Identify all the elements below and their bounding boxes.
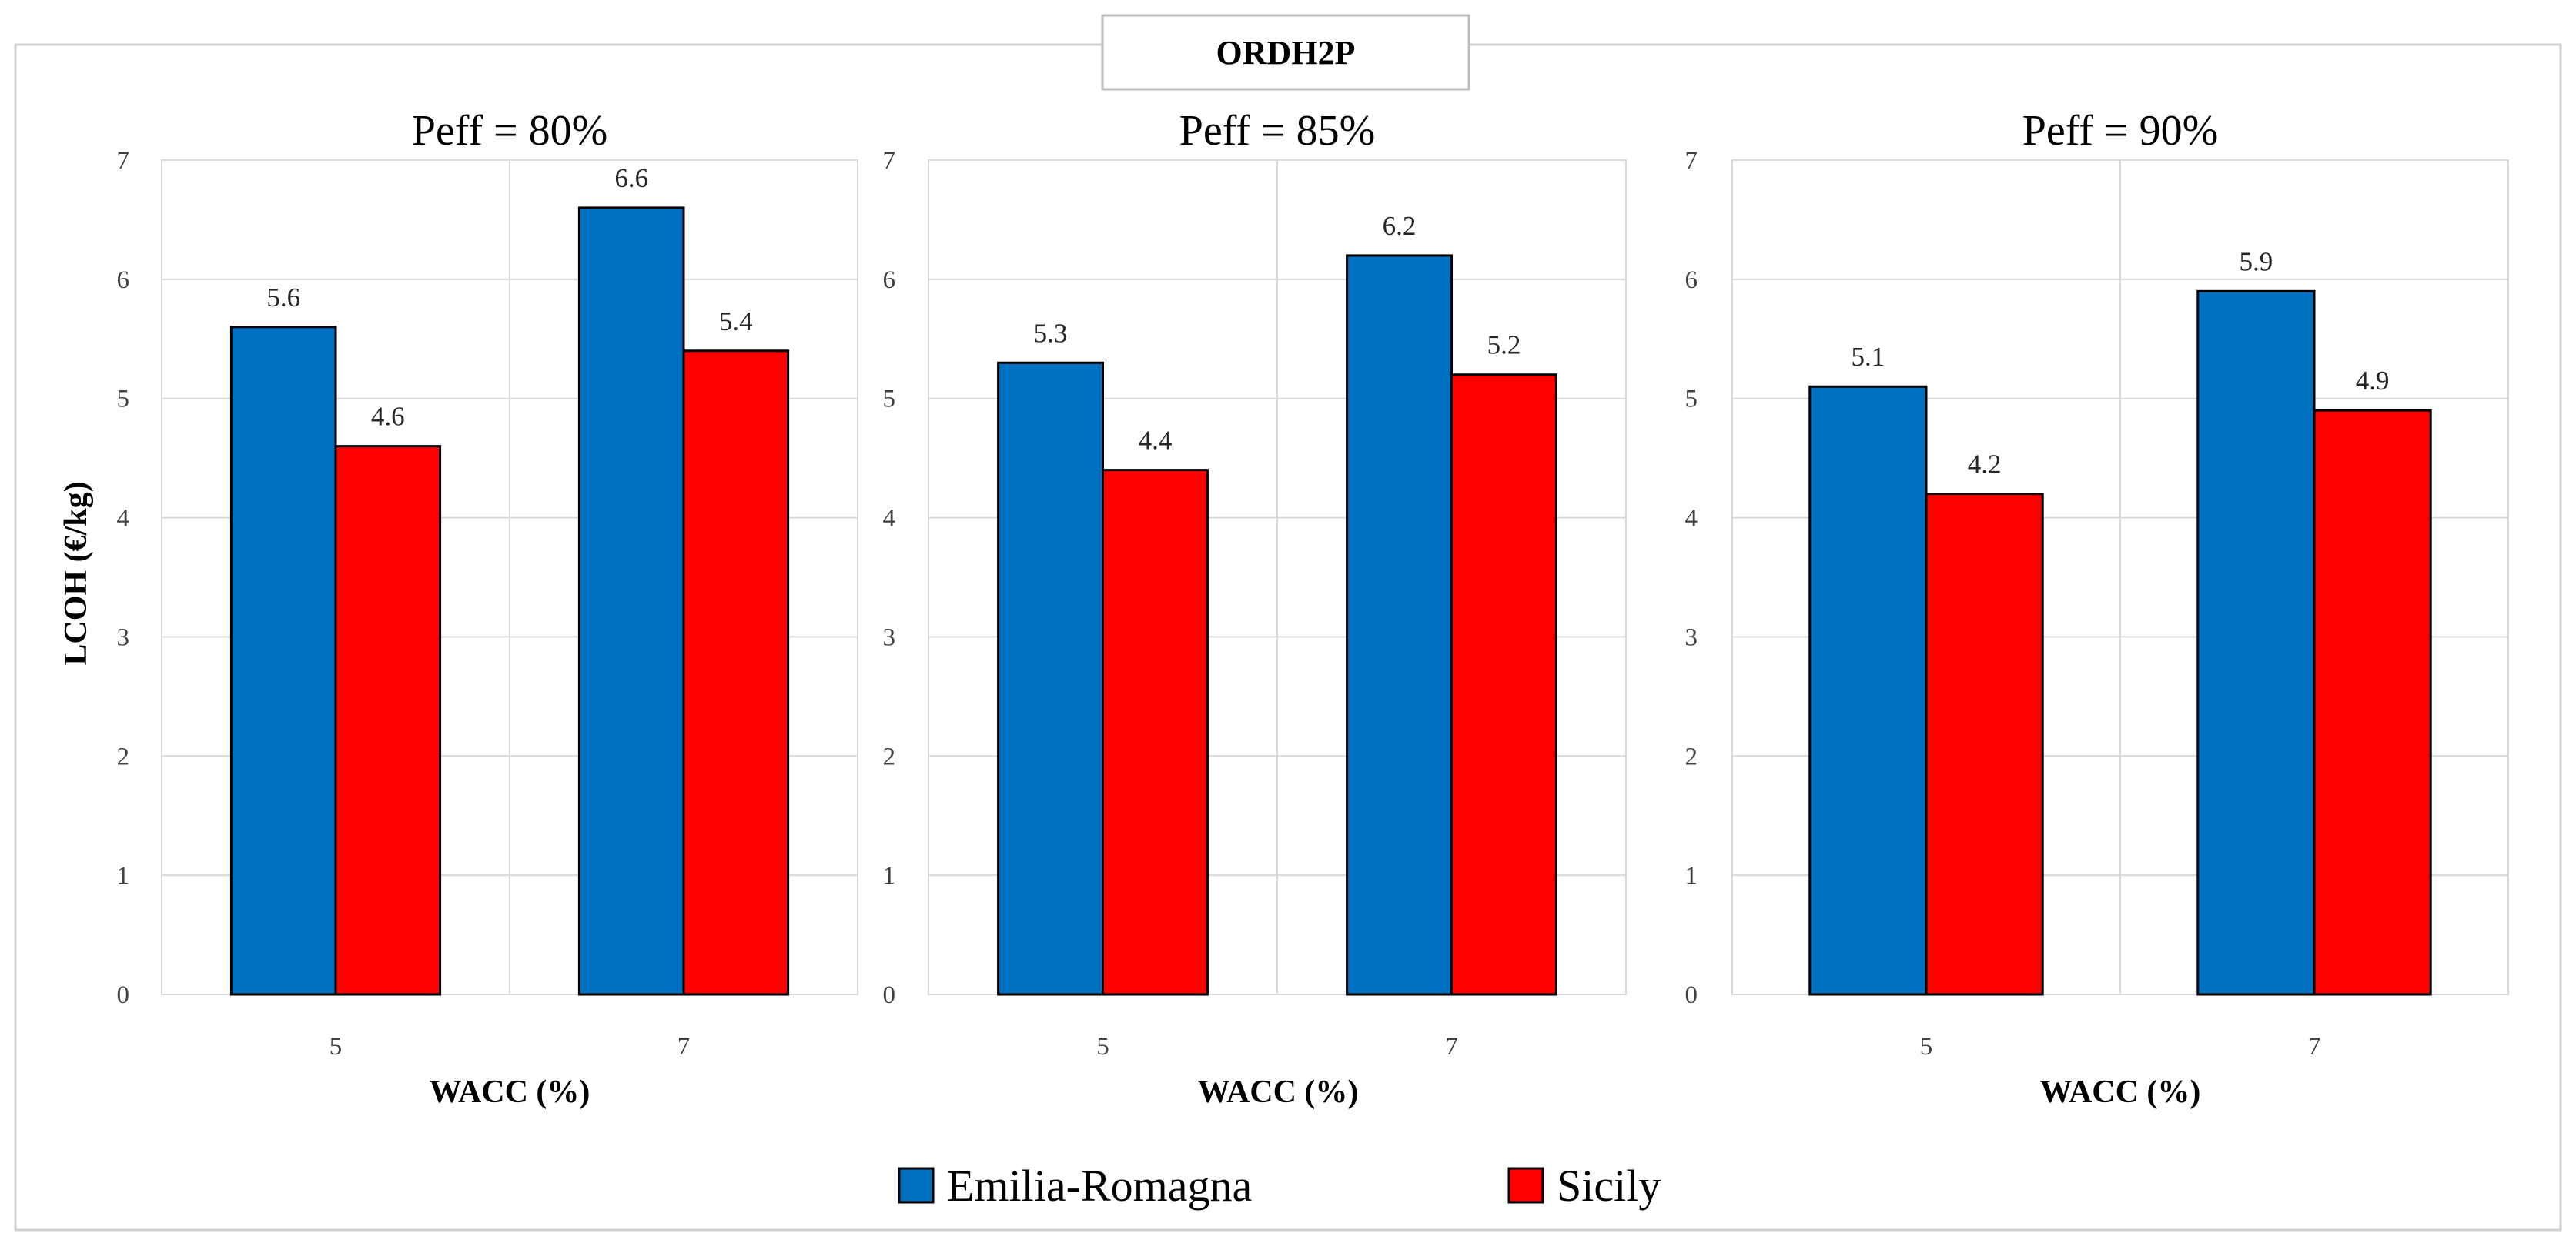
panel-title: Peff = 85% <box>1179 107 1376 155</box>
legend-label-emilia-romagna: Emilia-Romagna <box>947 1161 1252 1211</box>
figure-title-box <box>1101 14 1470 91</box>
y-tick-label: 2 <box>1685 743 1698 770</box>
y-tick-label: 3 <box>883 623 896 651</box>
data-label-sicily-wacc-7: 5.4 <box>719 306 753 336</box>
y-tick-label: 1 <box>883 862 896 890</box>
data-label-sicily-wacc-5: 4.6 <box>371 402 405 432</box>
x-axis-title: WACC (%) <box>1198 1075 1359 1110</box>
y-tick-label: 0 <box>117 981 130 1009</box>
bar-emilia-romagna-wacc-5 <box>1808 385 1928 996</box>
y-tick-label: 5 <box>117 386 130 413</box>
bar-sicily-wacc-5 <box>1925 493 2044 996</box>
y-axis-title: LCOH (€/kg) <box>59 481 94 665</box>
panel-title: Peff = 90% <box>2022 107 2219 155</box>
x-axis-title: WACC (%) <box>430 1075 590 1110</box>
bar-emilia-romagna-wacc-7 <box>1346 254 1453 996</box>
chart-panels: 0 1 2 3 4 5 6 7 5.6 4.6 5 6.6 5.4 7 Peff = 80% WACC (%)… <box>117 107 2509 1110</box>
bar-sicily-wacc-7 <box>682 349 790 996</box>
y-tick-label: 7 <box>883 147 896 175</box>
y-tick-label: 1 <box>1685 862 1698 890</box>
bar-sicily-wacc-5 <box>1102 469 1209 996</box>
x-category-label: 7 <box>1445 1033 1458 1061</box>
bar-sicily-wacc-7 <box>2313 409 2432 996</box>
chart-panel-1: 0 1 2 3 4 5 6 7 5.6 4.6 5 6.6 5.4 7 Peff = 80% WACC (%) <box>117 107 858 1110</box>
y-tick-label: 0 <box>883 981 896 1009</box>
y-tick-label: 0 <box>1685 981 1698 1009</box>
legend: Emilia-Romagna Sicily <box>898 1161 1661 1211</box>
bar-sicily-wacc-7 <box>1450 373 1557 996</box>
y-tick-label: 7 <box>1685 147 1698 175</box>
legend-swatch-sicily <box>1507 1167 1544 1204</box>
y-tick-label: 6 <box>117 266 130 294</box>
y-tick-label: 3 <box>1685 623 1698 651</box>
panel-title: Peff = 80% <box>412 107 608 155</box>
chart-panel-2: 0 1 2 3 4 5 6 7 5.3 4.4 5 6.2 5.2 7 Peff = 85% WACC (%) <box>883 107 1627 1110</box>
data-label-emilia-romagna-wacc-7: 6.2 <box>1383 211 1417 241</box>
bar-emilia-romagna-wacc-7 <box>577 206 685 996</box>
y-tick-label: 4 <box>1685 505 1698 533</box>
x-category-label: 7 <box>2308 1033 2321 1061</box>
data-label-emilia-romagna-wacc-5: 5.1 <box>1852 342 1885 372</box>
legend-label-sicily: Sicily <box>1557 1161 1661 1211</box>
legend-swatch-emilia-romagna <box>898 1167 935 1204</box>
y-tick-label: 1 <box>117 862 130 890</box>
x-axis-title: WACC (%) <box>2040 1075 2201 1110</box>
y-tick-label: 2 <box>117 743 130 770</box>
bar-sicily-wacc-5 <box>334 445 442 996</box>
y-tick-label: 7 <box>117 147 130 175</box>
data-label-emilia-romagna-wacc-7: 5.9 <box>2240 246 2273 276</box>
x-category-label: 5 <box>330 1033 343 1061</box>
chart-panel-3: 0 1 2 3 4 5 6 7 5.1 4.2 5 5.9 4.9 7 Peff = 90% WACC (%) <box>1685 107 2509 1110</box>
data-label-emilia-romagna-wacc-5: 5.6 <box>266 282 300 312</box>
data-label-sicily-wacc-7: 4.9 <box>2356 366 2390 396</box>
y-tick-label: 6 <box>1685 266 1698 294</box>
data-label-sicily-wacc-5: 4.2 <box>1968 450 2002 480</box>
y-tick-label: 4 <box>883 505 896 533</box>
data-label-emilia-romagna-wacc-5: 5.3 <box>1034 318 1068 348</box>
data-label-sicily-wacc-5: 4.4 <box>1139 426 1173 456</box>
y-tick-label: 2 <box>883 743 896 770</box>
bar-emilia-romagna-wacc-5 <box>229 326 337 996</box>
y-tick-label: 6 <box>883 266 896 294</box>
data-label-sicily-wacc-7: 5.2 <box>1487 330 1521 360</box>
figure-title: ORDH2P <box>1216 34 1356 72</box>
bar-emilia-romagna-wacc-7 <box>2196 289 2316 996</box>
data-label-emilia-romagna-wacc-7: 6.6 <box>614 163 648 193</box>
y-tick-label: 5 <box>1685 386 1698 413</box>
y-tick-label: 4 <box>117 505 130 533</box>
y-tick-label: 5 <box>883 386 896 413</box>
y-tick-label: 3 <box>117 623 130 651</box>
x-category-label: 5 <box>1096 1033 1109 1061</box>
bar-emilia-romagna-wacc-5 <box>997 361 1104 996</box>
x-category-label: 7 <box>677 1033 691 1061</box>
x-category-label: 5 <box>1920 1033 1933 1061</box>
